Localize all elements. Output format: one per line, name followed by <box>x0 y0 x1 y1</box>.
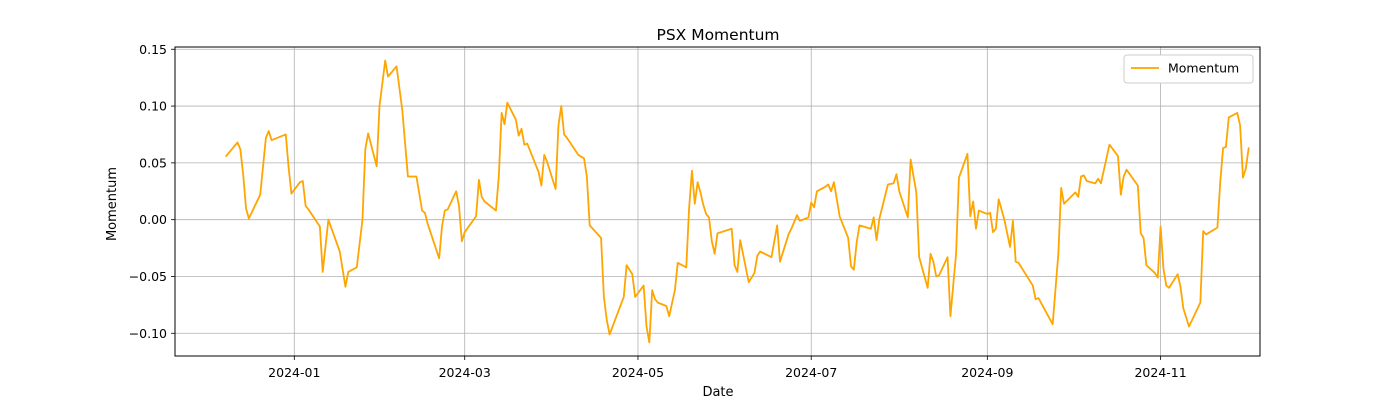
x-tick-label: 2024-07 <box>785 365 837 380</box>
chart-title: PSX Momentum <box>656 26 779 44</box>
x-tick-label: 2024-03 <box>439 365 491 380</box>
x-axis-label: Date <box>702 385 733 400</box>
y-tick-label: 0.05 <box>139 155 167 170</box>
momentum-series-line <box>225 59 1250 344</box>
y-tick-label: −0.05 <box>129 269 167 284</box>
legend-box <box>1123 54 1254 84</box>
plot-area-frame <box>174 46 1261 357</box>
x-axis-ticks: 2024-01 2024-03 2024-05 2024-07 2024-09 2024-… <box>268 356 1187 380</box>
y-axis-label: Momentum <box>105 167 120 241</box>
x-tick-label: 2024-11 <box>1134 365 1186 380</box>
y-axis-ticks: −0.10 −0.05 0.00 0.05 0.10 0.15 <box>129 42 175 341</box>
y-tick-label: 0.00 <box>139 212 167 227</box>
x-tick-label: 2024-01 <box>268 365 320 380</box>
grid-lines <box>175 47 1260 356</box>
y-tick-label: −0.10 <box>129 326 167 341</box>
x-tick-label: 2024-05 <box>612 365 664 380</box>
x-tick-label: 2024-09 <box>961 365 1013 380</box>
legend-label-momentum: Momentum <box>1168 61 1239 76</box>
y-tick-label: 0.15 <box>139 42 167 57</box>
y-tick-label: 0.10 <box>139 99 167 114</box>
legend: Momentum <box>1123 54 1254 84</box>
series-layer <box>225 59 1250 344</box>
